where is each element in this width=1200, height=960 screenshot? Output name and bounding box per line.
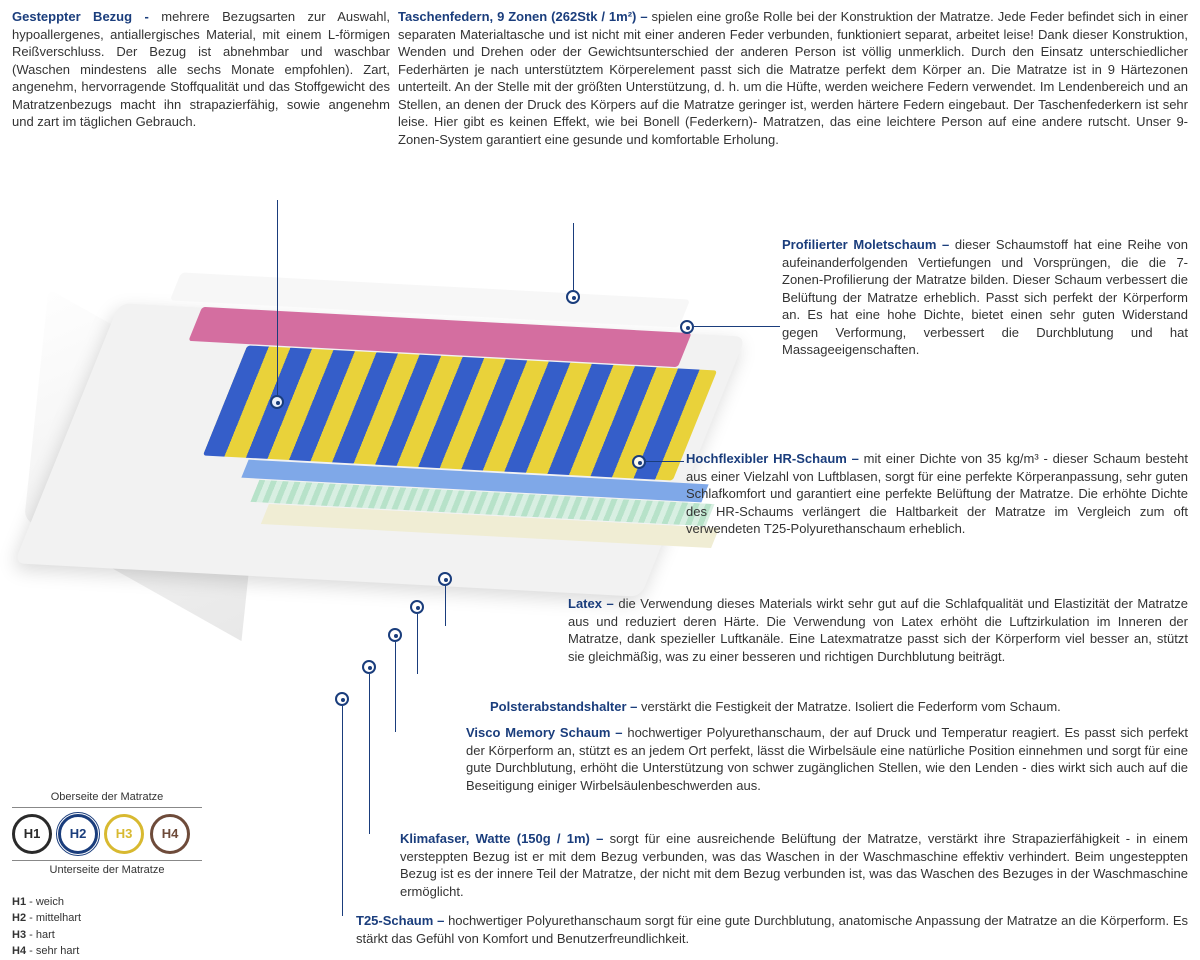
section-spacer: Polsterabstandshalter – verstärkt die Fe… — [490, 698, 1190, 716]
section-t25: T25-Schaum – hochwertiger Polyurethansch… — [356, 912, 1188, 947]
visco-title: Visco Memory Schaum – — [466, 725, 627, 740]
dot-latex — [438, 572, 452, 586]
hardness-key-h3: H3 - hart — [12, 927, 202, 944]
legend-bot-label: Unterseite der Matratze — [12, 860, 202, 880]
section-klima: Klimafaser, Watte (150g / 1m) – sorgt fü… — [400, 830, 1188, 900]
section-visco: Visco Memory Schaum – hochwertiger Polyu… — [466, 724, 1188, 794]
dot-spacer — [410, 600, 424, 614]
dot-visco — [388, 628, 402, 642]
klima-title: Klimafaser, Watte (150g / 1m) – — [400, 831, 610, 846]
section-latex: Latex – die Verwendung dieses Materials … — [568, 595, 1188, 665]
mattress-illustration — [10, 250, 730, 630]
hardness-h1: H1 — [12, 814, 52, 854]
dot-t25 — [335, 692, 349, 706]
legend-keys: H1 - weichH2 - mittelhartH3 - hartH4 - s… — [12, 894, 202, 960]
legend-top-label: Oberseite der Matratze — [12, 790, 202, 808]
dot-spring — [566, 290, 580, 304]
dot-klima — [362, 660, 376, 674]
lead-latex — [445, 586, 446, 626]
springs-body: spielen eine große Rolle bei der Konstru… — [398, 9, 1188, 147]
lead-t25 — [342, 706, 343, 916]
hardness-legend: Oberseite der Matratze H1H2H3H4 Untersei… — [12, 790, 202, 960]
molet-body: dieser Schaumstoff hat eine Reihe von au… — [782, 237, 1188, 357]
section-springs: Taschenfedern, 9 Zonen (262Stk / 1m²) – … — [398, 8, 1188, 148]
legend-circles: H1H2H3H4 — [12, 814, 202, 854]
cover-title: Gesteppter Bezug - — [12, 9, 161, 24]
t25-body: hochwertiger Polyurethanschaum sorgt für… — [356, 913, 1188, 946]
hardness-key-h4: H4 - sehr hart — [12, 943, 202, 960]
hardness-h2: H2 — [58, 814, 98, 854]
spacer-title: Polsterabstandshalter – — [490, 699, 641, 714]
dot-hr — [632, 455, 646, 469]
lead-spring — [573, 223, 574, 290]
dot-molet — [680, 320, 694, 334]
lead-visco — [395, 642, 396, 732]
latex-title: Latex – — [568, 596, 618, 611]
section-hr: Hochflexibler HR-Schaum – mit einer Dich… — [686, 450, 1188, 538]
lead-klima — [369, 674, 370, 834]
spacer-body: verstärkt die Festigkeit der Matratze. I… — [641, 699, 1061, 714]
hardness-h3: H3 — [104, 814, 144, 854]
t25-title: T25-Schaum – — [356, 913, 448, 928]
lead-molet — [694, 326, 780, 327]
hardness-key-h2: H2 - mittelhart — [12, 910, 202, 927]
hr-title: Hochflexibler HR-Schaum – — [686, 451, 864, 466]
section-cover: Gesteppter Bezug - mehrere Bezugsarten z… — [12, 8, 390, 131]
latex-body: die Verwendung dieses Materials wirkt se… — [568, 596, 1188, 664]
lead-spacer — [417, 614, 418, 674]
molet-title: Profilierter Moletschaum – — [782, 237, 955, 252]
hardness-key-h1: H1 - weich — [12, 894, 202, 911]
cover-body: mehrere Bezugsarten zur Auswahl, hypoall… — [12, 9, 390, 129]
lead-hr — [646, 461, 684, 462]
hardness-h4: H4 — [150, 814, 190, 854]
section-molet: Profilierter Moletschaum – dieser Schaum… — [782, 236, 1188, 359]
springs-title: Taschenfedern, 9 Zonen (262Stk / 1m²) – — [398, 9, 652, 24]
lead-cover — [277, 200, 278, 395]
dot-cover — [270, 395, 284, 409]
